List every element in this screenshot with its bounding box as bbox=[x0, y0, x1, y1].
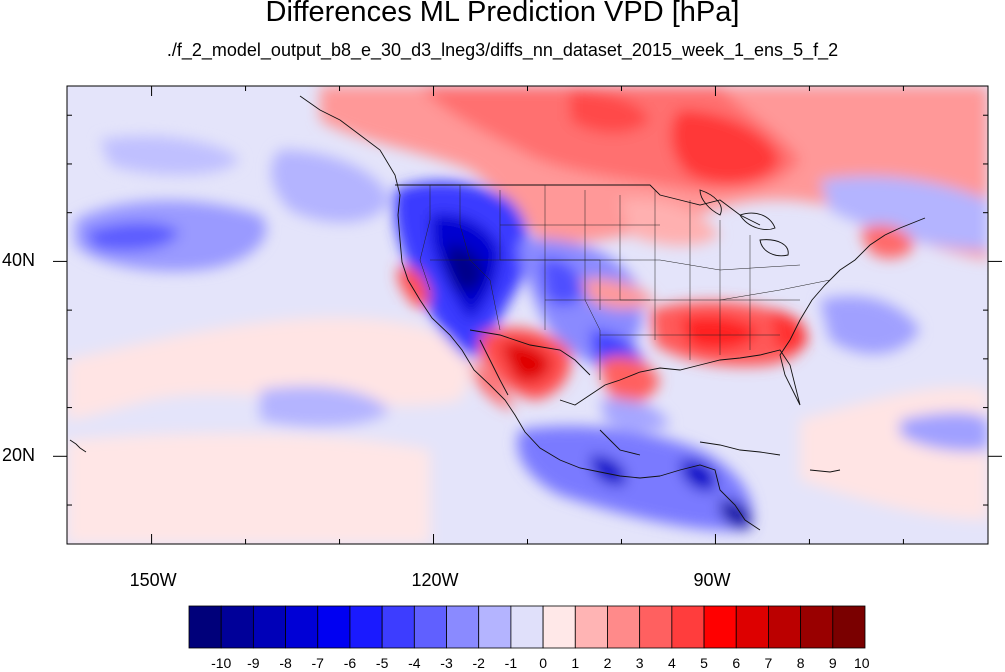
colorbar-cell bbox=[285, 605, 319, 649]
colorbar-cell bbox=[478, 605, 512, 649]
x-tick-label: 90W bbox=[693, 570, 731, 590]
colorbar-cell bbox=[381, 605, 415, 649]
colorbar-label: 9 bbox=[828, 655, 837, 671]
colorbar-cell bbox=[510, 605, 544, 649]
colorbar-label: 4 bbox=[667, 655, 676, 671]
state-borders bbox=[419, 185, 831, 380]
colorbar-cell bbox=[542, 605, 576, 649]
colorbar-cell bbox=[607, 605, 641, 649]
colorbar-cell bbox=[252, 605, 286, 649]
colorbar-label: 6 bbox=[732, 655, 741, 671]
colorbar-label: -8 bbox=[279, 655, 292, 671]
colorbar-cell bbox=[413, 605, 447, 649]
colorbar-cell bbox=[671, 605, 705, 649]
colorbar-label: -3 bbox=[440, 655, 453, 671]
colorbar-label: -1 bbox=[504, 655, 518, 671]
colorbar-label: -4 bbox=[408, 655, 421, 671]
x-tick-label: 120W bbox=[411, 570, 459, 590]
y-tick-label: 40N bbox=[2, 250, 36, 271]
x-tick-label: 150W bbox=[129, 570, 177, 590]
coastlines bbox=[69, 95, 926, 531]
colorbar-label: -2 bbox=[472, 655, 485, 671]
colorbar-label: -5 bbox=[375, 655, 389, 671]
colorbar-label: 5 bbox=[700, 655, 708, 671]
difference-field bbox=[67, 86, 988, 544]
colorbar-label: -7 bbox=[311, 655, 324, 671]
colorbar-cell bbox=[768, 605, 802, 649]
colorbar-cell bbox=[317, 605, 351, 649]
colorbar-cell bbox=[832, 605, 866, 649]
colorbar-cell bbox=[446, 605, 480, 649]
colorbar-cell bbox=[349, 605, 383, 649]
colorbar-label: -6 bbox=[343, 655, 357, 671]
colorbar-label: 0 bbox=[539, 655, 547, 671]
colorbar-cell bbox=[220, 605, 254, 649]
colorbar-label: -9 bbox=[247, 655, 260, 671]
colorbar-label: 8 bbox=[796, 655, 805, 671]
map-subtitle: ./f_2_model_output_b8_e_30_d3_lneg3/diff… bbox=[166, 40, 839, 60]
colorbar-label: 10 bbox=[853, 655, 870, 671]
colorbar-label: 3 bbox=[635, 655, 644, 671]
colorbar-cell bbox=[735, 605, 769, 649]
colorbar-label: 2 bbox=[603, 655, 612, 671]
colorbar-cells bbox=[188, 605, 866, 649]
colorbar-cell bbox=[800, 605, 834, 649]
colorbar-cell bbox=[574, 605, 608, 649]
colorbar-label: -10 bbox=[211, 655, 232, 671]
colorbar-label: 1 bbox=[571, 655, 580, 671]
colorbar-cell bbox=[188, 605, 222, 649]
colorbar-label: 7 bbox=[764, 655, 773, 671]
colorbar-cell bbox=[639, 605, 673, 649]
y-tick-label: 20N bbox=[2, 445, 36, 466]
axis-ticks bbox=[53, 86, 1002, 544]
colorbar-cell bbox=[703, 605, 737, 649]
map-title: Differences ML Prediction VPD [hPa] bbox=[265, 0, 740, 28]
